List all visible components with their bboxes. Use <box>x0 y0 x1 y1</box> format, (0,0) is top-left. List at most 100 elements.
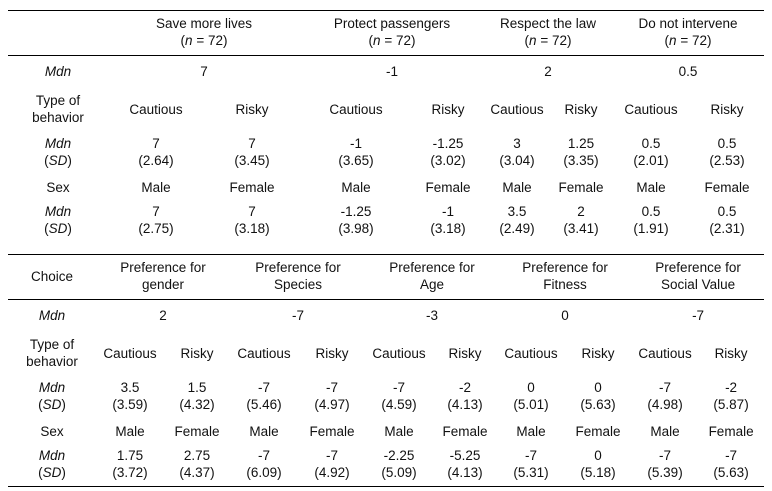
stat-mdn-value: -7 <box>258 448 271 463</box>
group-subtitle-line: (n = 72) <box>486 32 610 49</box>
group-subtitle-line: (n = 72) <box>614 32 762 49</box>
sex-header-cell: Female <box>309 424 355 439</box>
behavior-header-cell: Risky <box>564 101 598 117</box>
stat-cell: 3.5 (3.59) <box>96 375 164 418</box>
stat-sd-value: (3.35) <box>563 153 599 168</box>
stat-mdn-value: 3 <box>513 136 521 151</box>
stat-sd-value: (4.32) <box>179 397 215 412</box>
stat-mdn-value: 3.5 <box>507 204 527 219</box>
stat-cell: -1.25 (3.98) <box>300 199 412 242</box>
row-label-mdn-sd: Mdn (SD) <box>8 199 108 242</box>
grand-mdn-cell: -7 <box>692 308 705 323</box>
choice-table-sex_headers-row: Sex Male Female Male Female Male Female Male Fem… <box>8 418 764 443</box>
group-title-line: Save more lives <box>155 16 253 31</box>
group-title-line: Do not intervene <box>638 16 738 31</box>
row-label-type-of-behavior-line: Type of <box>29 337 75 352</box>
stat-sd-value: (3.65) <box>338 153 374 168</box>
stat-sd-value: (4.13) <box>447 397 483 412</box>
scenario-table-behavior_stats-row: Mdn (SD) 7 (2.64) 7 (3.45) -1 (3.65) -1.25 (3.02)… <box>8 131 764 174</box>
stat-sd-value: (4.13) <box>447 465 483 480</box>
sex-header-cell: Female <box>704 180 750 195</box>
stat-mdn-value: -5.25 <box>449 448 481 463</box>
stat-mdn-value: -7 <box>393 380 406 395</box>
stat-sd-value: (6.09) <box>246 465 282 480</box>
group-n-text: ( <box>368 33 374 48</box>
group-n-text: = 72) <box>676 33 712 48</box>
stat-cell: 3.5 (2.49) <box>484 199 550 242</box>
row-label-type-of-behavior-line: behavior <box>26 354 78 369</box>
stat-sd-value: (5.01) <box>513 397 549 412</box>
behavior-header-cell: Cautious <box>129 101 183 117</box>
sex-header-cell: Female <box>229 180 275 195</box>
group-subtitle-line: Age <box>420 277 445 292</box>
stat-cell: 0.5 (2.31) <box>690 199 764 242</box>
stat-mdn-value: 2.75 <box>183 448 211 463</box>
grand-mdn-cell: -3 <box>426 308 439 323</box>
sd-label-italic-var: SD <box>48 153 68 168</box>
stat-sd-value: (2.53) <box>709 153 745 168</box>
stat-mdn-value: 7 <box>152 136 160 151</box>
row-label-type-of-behavior: Type of behavior <box>8 327 96 375</box>
sex-header-cell: Male <box>115 424 145 439</box>
stat-cell: -7 (4.98) <box>632 375 698 418</box>
sex-header-cell: Female <box>708 424 754 439</box>
stat-cell: -7 (5.46) <box>230 375 298 418</box>
behavior-header-cell: Cautious <box>638 345 692 361</box>
sex-header-cell: Male <box>516 424 546 439</box>
sd-label-text: ( <box>44 221 49 236</box>
stat-mdn-value: 1.75 <box>116 448 144 463</box>
sex-header-cell: Male <box>636 180 666 195</box>
row-label-mdn-line: Mdn <box>38 380 66 395</box>
stat-mdn-value: -2 <box>459 380 472 395</box>
stat-sd-value: (4.97) <box>314 397 350 412</box>
stat-sd-value: (4.98) <box>647 397 683 412</box>
stat-cell: 7 (2.64) <box>108 131 204 174</box>
stat-cell: 3 (3.04) <box>484 131 550 174</box>
choice-table-behavior_stats-row: Mdn (SD) 3.5 (3.59) 1.5 (4.32) -7 (5.46) -7 (4.97… <box>8 375 764 418</box>
sd-label-text: ( <box>44 153 49 168</box>
stat-cell: -7 (4.59) <box>366 375 432 418</box>
behavior-header-cell: Cautious <box>329 101 383 117</box>
stat-cell: -7 (6.09) <box>230 443 298 487</box>
stat-sd-value: (3.98) <box>338 221 374 236</box>
sd-label-italic-var: SD <box>48 221 68 236</box>
behavior-header-cell: Risky <box>448 345 482 361</box>
row-label-sd-line: (SD) <box>10 152 106 169</box>
stat-cell: 0 (5.18) <box>564 443 632 487</box>
stat-sd-value: (3.18) <box>430 221 466 236</box>
stat-sd-value: (2.75) <box>138 221 174 236</box>
stat-sd-value: (2.49) <box>499 221 535 236</box>
stat-sd-value: (3.45) <box>234 153 270 168</box>
stat-sd-value: (1.91) <box>633 221 669 236</box>
stat-mdn-value: -1 <box>350 136 363 151</box>
stat-sd-value: (5.18) <box>580 465 616 480</box>
stat-cell: -7 (4.92) <box>298 443 366 487</box>
stat-mdn-value: 0 <box>594 448 602 463</box>
stat-mdn-value: 0.5 <box>717 136 737 151</box>
group-n-italic-var: n <box>529 33 537 48</box>
stat-sd-value: (3.72) <box>112 465 148 480</box>
row-label-mdn: Mdn <box>44 64 72 79</box>
row-label-type-of-behavior-line: behavior <box>32 110 84 125</box>
row-label-mdn-line: Mdn <box>38 448 66 463</box>
stat-sd-value: (5.87) <box>713 397 749 412</box>
sex-header-cell: Female <box>442 424 488 439</box>
stat-cell: -7 (4.97) <box>298 375 366 418</box>
stat-mdn-value: 0.5 <box>641 136 661 151</box>
stat-sd-value: (3.59) <box>112 397 148 412</box>
stat-cell: 2 (3.41) <box>550 199 612 242</box>
row-label-mdn-line: Mdn <box>44 204 72 219</box>
choice-table-behavior_headers-row: Type of behavior Cautious Risky Cautious Risk… <box>8 327 764 375</box>
stat-sd-value: (4.92) <box>314 465 350 480</box>
stat-cell: 0.5 (2.01) <box>612 131 690 174</box>
group-n-text: = 72) <box>192 33 228 48</box>
row-label-sex: Sex <box>40 424 64 439</box>
stat-mdn-value: 3.5 <box>120 380 140 395</box>
behavior-header-cell: Risky <box>235 101 269 117</box>
scenario-table-corner-label <box>8 10 108 56</box>
stat-cell: -7 (5.31) <box>498 443 564 487</box>
behavior-header-cell: Cautious <box>237 345 291 361</box>
group-title-line: Preference for <box>120 260 206 275</box>
row-label-sd-line: (SD) <box>10 464 94 481</box>
